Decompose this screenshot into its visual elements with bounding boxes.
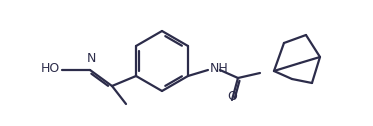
Text: O: O [227, 90, 237, 103]
Text: NH: NH [210, 62, 229, 75]
Text: N: N [86, 52, 96, 65]
Text: HO: HO [41, 62, 60, 75]
